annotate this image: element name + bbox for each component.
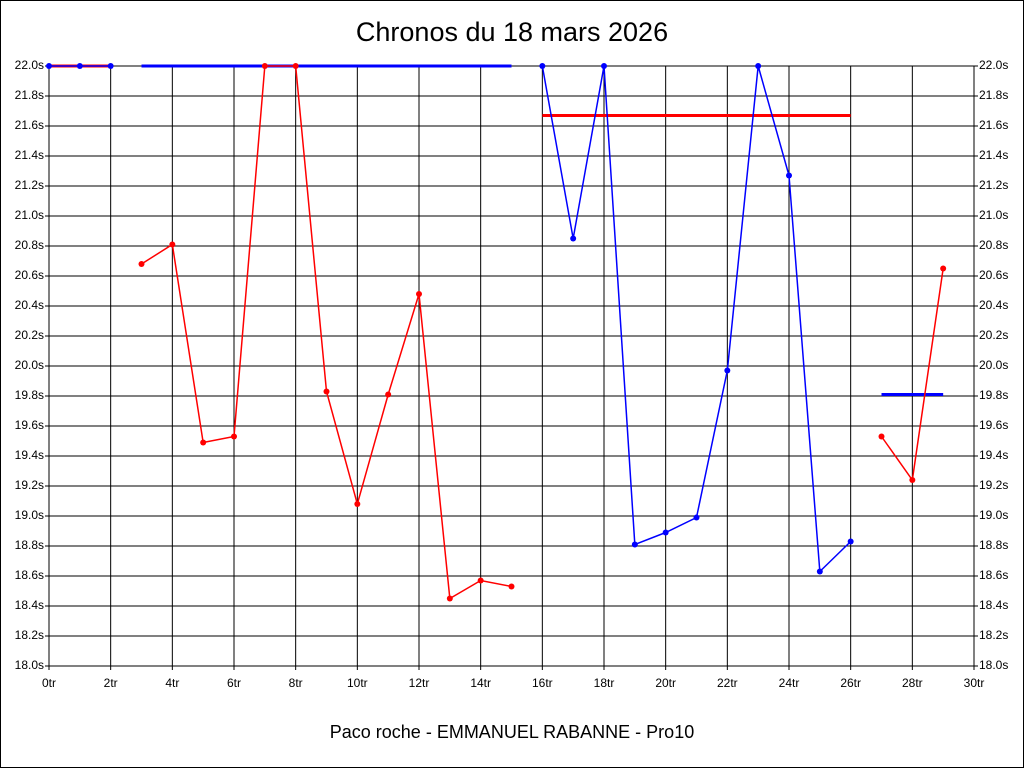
y2-tick-label: 19.2s <box>979 478 1008 492</box>
y-tick-label: 21.0s <box>15 208 44 222</box>
chart-title: Chronos du 18 mars 2026 <box>356 17 668 47</box>
x-tick-label: 30tr <box>964 676 985 690</box>
data-point <box>138 261 145 267</box>
y-tick-label: 19.4s <box>15 448 44 462</box>
y2-tick-label: 22.0s <box>979 58 1008 72</box>
y-tick-label: 19.2s <box>15 478 44 492</box>
y2-tick-label: 21.2s <box>979 178 1008 192</box>
y2-tick-label: 21.0s <box>979 208 1008 222</box>
data-point <box>601 63 607 69</box>
y-tick-label: 21.2s <box>15 178 44 192</box>
data-point <box>385 391 392 398</box>
y2-tick-label: 18.4s <box>979 598 1008 612</box>
y-tick-label: 20.6s <box>15 268 44 282</box>
y-tick-label: 20.8s <box>15 238 44 252</box>
data-point <box>46 63 52 69</box>
data-point <box>446 595 453 602</box>
y-tick-label: 18.6s <box>15 568 44 582</box>
data-point <box>631 541 638 548</box>
y-tick-label: 19.8s <box>15 388 44 402</box>
data-point <box>755 63 762 69</box>
y-tick-label: 21.8s <box>15 88 44 102</box>
y2-tick-label: 20.0s <box>979 358 1008 372</box>
data-point <box>724 367 731 374</box>
y2-tick-label: 21.6s <box>979 118 1008 132</box>
y2-tick-label: 20.4s <box>979 298 1008 312</box>
y-tick-label: 20.4s <box>15 298 44 312</box>
y-tick-label: 18.8s <box>15 538 44 552</box>
x-tick-label: 18tr <box>594 676 615 690</box>
y2-tick-label: 19.4s <box>979 448 1008 462</box>
x-tick-label: 0tr <box>42 676 56 690</box>
y2-tick-label: 19.8s <box>979 388 1008 402</box>
x-tick-label: 26tr <box>840 676 861 690</box>
x-tick-label: 16tr <box>532 676 553 690</box>
data-point <box>539 63 546 69</box>
data-point <box>76 63 83 69</box>
data-point <box>107 63 114 69</box>
data-point <box>786 172 792 179</box>
x-tick-label: 8tr <box>289 676 303 690</box>
data-point <box>662 529 669 536</box>
data-point <box>169 241 176 248</box>
x-tick-label: 28tr <box>902 676 923 690</box>
x-tick-label: 22tr <box>717 676 738 690</box>
y2-tick-label: 18.8s <box>979 538 1008 552</box>
y2-tick-label: 19.0s <box>979 508 1008 522</box>
y2-tick-label: 18.0s <box>979 658 1008 672</box>
data-point <box>323 388 330 395</box>
data-point <box>200 439 207 446</box>
data-point <box>909 477 916 483</box>
x-tick-label: 2tr <box>104 676 118 690</box>
data-point <box>940 265 947 272</box>
data-point <box>477 577 484 584</box>
x-tick-label: 14tr <box>470 676 491 690</box>
y2-tick-label: 19.6s <box>979 418 1008 432</box>
y-tick-label: 20.0s <box>15 358 44 372</box>
y2-tick-label: 21.8s <box>979 88 1008 102</box>
x-tick-label: 10tr <box>347 676 368 690</box>
y-tick-label: 21.6s <box>15 118 44 132</box>
data-point <box>416 291 422 297</box>
y2-tick-label: 20.2s <box>979 328 1008 342</box>
x-tick-label: 24tr <box>779 676 800 690</box>
data-point <box>816 568 823 575</box>
x-tick-label: 6tr <box>227 676 241 690</box>
y-tick-label: 19.0s <box>15 508 44 522</box>
y-tick-label: 21.4s <box>15 148 44 162</box>
data-point <box>508 583 515 590</box>
x-axis-label: Paco roche - EMMANUEL RABANNE - Pro10 <box>330 722 694 742</box>
y2-tick-label: 21.4s <box>979 148 1008 162</box>
data-point <box>847 538 854 545</box>
y-tick-label: 22.0s <box>15 58 44 72</box>
data-point <box>261 63 268 69</box>
y2-tick-label: 18.2s <box>979 628 1008 642</box>
y2-tick-label: 18.6s <box>979 568 1008 582</box>
y2-tick-label: 20.8s <box>979 238 1008 252</box>
y-tick-label: 20.2s <box>15 328 44 342</box>
x-tick-label: 4tr <box>165 676 179 690</box>
y-tick-label: 18.0s <box>15 658 44 672</box>
data-point <box>693 514 700 521</box>
y2-tick-label: 20.6s <box>979 268 1008 282</box>
y-tick-label: 18.4s <box>15 598 44 612</box>
y-tick-label: 18.2s <box>15 628 44 642</box>
data-point <box>292 63 299 69</box>
x-tick-label: 20tr <box>655 676 676 690</box>
data-point <box>231 433 237 440</box>
data-point <box>354 501 361 507</box>
x-tick-label: 12tr <box>409 676 430 690</box>
y-tick-label: 19.6s <box>15 418 44 432</box>
data-point <box>570 235 577 242</box>
data-point <box>878 433 885 440</box>
